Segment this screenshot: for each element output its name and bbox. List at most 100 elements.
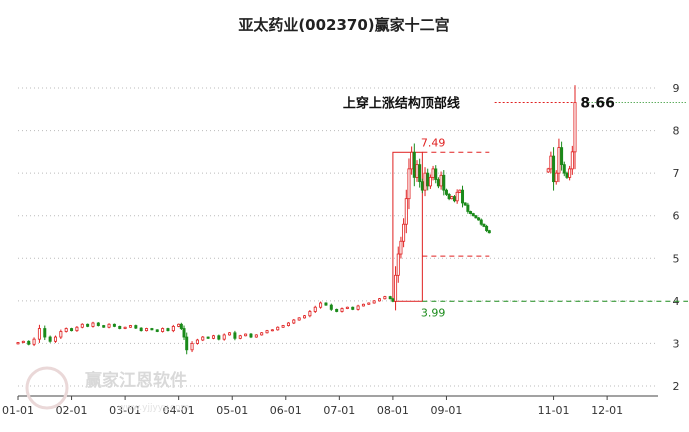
grid-lines — [18, 87, 658, 387]
candle — [335, 308, 339, 313]
candle — [270, 329, 274, 332]
candle — [222, 333, 226, 341]
x-tick-label: 01-01 — [2, 404, 34, 417]
candle — [281, 324, 285, 328]
candle — [568, 165, 572, 181]
candle — [570, 145, 574, 175]
candle — [123, 326, 127, 330]
candle — [442, 170, 446, 196]
candle — [118, 325, 122, 330]
candle — [383, 295, 387, 300]
candle — [410, 146, 414, 175]
candle — [43, 325, 47, 341]
x-tick-label: 09-01 — [430, 404, 462, 417]
candle — [53, 335, 57, 343]
candle — [420, 178, 424, 194]
candle — [112, 323, 116, 328]
candle — [434, 165, 438, 184]
candle — [155, 329, 159, 333]
x-tick-label: 06-01 — [270, 404, 302, 417]
candle — [361, 303, 365, 307]
candle — [265, 329, 269, 334]
candle — [161, 327, 165, 333]
candle — [340, 307, 344, 313]
candle — [70, 327, 74, 332]
candle — [313, 305, 317, 313]
candle — [447, 192, 451, 201]
y-tick-label: 5 — [673, 252, 680, 265]
candle — [86, 323, 90, 328]
candle — [466, 202, 470, 214]
candle — [367, 302, 371, 305]
candle — [415, 160, 419, 182]
candle — [297, 317, 301, 321]
candle — [91, 321, 95, 328]
candle — [479, 218, 483, 226]
candle — [286, 322, 290, 327]
candle — [179, 322, 183, 331]
candle — [217, 334, 221, 341]
candle — [562, 161, 566, 177]
candle — [16, 341, 20, 345]
candle — [185, 332, 189, 355]
candle — [308, 310, 312, 318]
x-axis-ticks: 01-01 02-01 03-01 04-01 05-01 06-01 07-01 08-01… — [2, 395, 658, 417]
y-tick-label: 7 — [673, 167, 680, 180]
watermark: 赢家江恩软件 www.yjjyyy.com — [25, 366, 189, 413]
watermark-url: www.yjjyyy.com — [118, 403, 189, 413]
y-tick-label: 2 — [673, 380, 680, 393]
candle — [436, 177, 440, 189]
candle — [21, 340, 25, 344]
candle — [75, 326, 79, 332]
candle — [426, 168, 430, 191]
candle — [404, 189, 408, 234]
candle — [319, 301, 323, 309]
candle — [546, 167, 550, 173]
candle — [450, 195, 454, 200]
x-tick-label: 03-01 — [109, 404, 141, 417]
candle — [59, 329, 63, 339]
candle — [552, 147, 556, 191]
candle — [455, 189, 459, 204]
candle — [461, 185, 465, 208]
candle — [565, 171, 569, 179]
watermark-text: 赢家江恩软件 — [85, 370, 187, 391]
resistance-value: 8.66 — [580, 95, 615, 111]
candle — [139, 327, 143, 332]
candle — [399, 236, 403, 259]
candle — [324, 302, 328, 306]
candle — [477, 217, 481, 221]
x-tick-label: 04-01 — [163, 404, 195, 417]
x-tick-label: 11-01 — [538, 404, 570, 417]
candle — [64, 327, 68, 333]
candle — [554, 170, 558, 185]
peak-value: 7.49 — [421, 136, 446, 149]
candle — [107, 323, 111, 329]
candle — [431, 165, 435, 181]
candle — [48, 335, 52, 343]
structure-lines — [392, 101, 688, 302]
chart-title: 亚太药业(002370)赢家十二宫 — [238, 16, 449, 34]
candle — [329, 303, 333, 311]
watermark-logo-icon — [25, 366, 69, 410]
structure-box — [392, 151, 423, 302]
candle — [206, 336, 210, 339]
candle — [469, 210, 473, 215]
candle — [171, 324, 175, 333]
candle — [276, 326, 280, 331]
y-tick-label: 9 — [673, 82, 680, 95]
candle — [378, 297, 382, 302]
candle — [128, 324, 132, 328]
candle — [452, 195, 456, 203]
candle — [182, 325, 186, 341]
candle — [37, 324, 41, 343]
y-tick-label: 3 — [673, 337, 680, 350]
x-tick-label: 05-01 — [216, 404, 248, 417]
candle — [423, 167, 427, 197]
candle — [573, 85, 577, 170]
candle — [444, 188, 448, 196]
x-tick-label: 02-01 — [56, 404, 88, 417]
candle — [145, 327, 149, 332]
candle — [254, 334, 258, 338]
